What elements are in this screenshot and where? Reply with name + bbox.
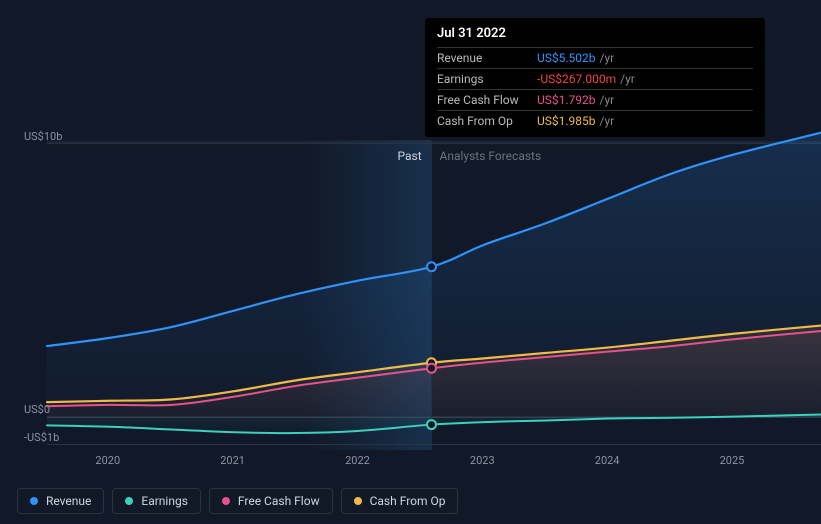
tooltip-row-label: Cash From Op <box>437 114 537 128</box>
tooltip-row-value: US$1.985b <box>537 114 596 128</box>
x-axis-label: 2023 <box>470 454 495 467</box>
tooltip-row-label: Earnings <box>437 72 537 86</box>
tooltip-row-value: US$5.502b <box>537 51 596 65</box>
tooltip-row-unit: /yr <box>600 114 615 128</box>
legend-dot-icon <box>222 497 230 505</box>
chart-legend: Revenue Earnings Free Cash Flow Cash From O… <box>17 488 458 514</box>
legend-label: Cash From Op <box>370 494 446 508</box>
legend-dot-icon <box>125 497 133 505</box>
past-section-label: Past <box>398 149 422 163</box>
legend-dot-icon <box>30 497 38 505</box>
y-axis-label: US$0 <box>24 403 50 416</box>
marker-revenue <box>427 262 436 271</box>
tooltip-row-value: -US$267.000m <box>537 72 616 86</box>
forecast-section-label: Analysts Forecasts <box>440 149 542 163</box>
tooltip-row-unit: /yr <box>600 93 615 107</box>
x-axis-label: 2020 <box>95 454 120 467</box>
legend-label: Free Cash Flow <box>238 494 320 508</box>
legend-label: Earnings <box>141 494 188 508</box>
tooltip-row: RevenueUS$5.502b/yr <box>437 47 753 68</box>
tooltip-row: Cash From OpUS$1.985b/yr <box>437 110 753 131</box>
tooltip-row: Free Cash FlowUS$1.792b/yr <box>437 89 753 110</box>
tooltip-row-label: Revenue <box>437 51 537 65</box>
legend-label: Revenue <box>46 494 91 508</box>
chart-tooltip: Jul 31 2022 RevenueUS$5.502b/yrEarnings-… <box>425 18 765 137</box>
x-axis-label: 2021 <box>220 454 245 467</box>
tooltip-row-value: US$1.792b <box>537 93 596 107</box>
x-axis-label: 2025 <box>720 454 745 467</box>
legend-item-earnings[interactable]: Earnings <box>112 488 201 514</box>
tooltip-row-unit: /yr <box>600 51 615 65</box>
tooltip-row-unit: /yr <box>620 72 635 86</box>
y-axis-label: US$10b <box>24 130 62 143</box>
tooltip-date: Jul 31 2022 <box>437 26 753 41</box>
legend-item-cash_from_op[interactable]: Cash From Op <box>341 488 459 514</box>
x-axis-label: 2024 <box>595 454 620 467</box>
x-axis-label: 2022 <box>345 454 370 467</box>
y-axis-label: -US$1b <box>24 431 59 444</box>
marker-earnings <box>427 420 436 429</box>
tooltip-row: Earnings-US$267.000m/yr <box>437 68 753 89</box>
legend-item-free_cash_flow[interactable]: Free Cash Flow <box>209 488 333 514</box>
marker-free_cash_flow <box>427 364 436 373</box>
tooltip-row-label: Free Cash Flow <box>437 93 537 107</box>
legend-item-revenue[interactable]: Revenue <box>17 488 104 514</box>
legend-dot-icon <box>354 497 362 505</box>
